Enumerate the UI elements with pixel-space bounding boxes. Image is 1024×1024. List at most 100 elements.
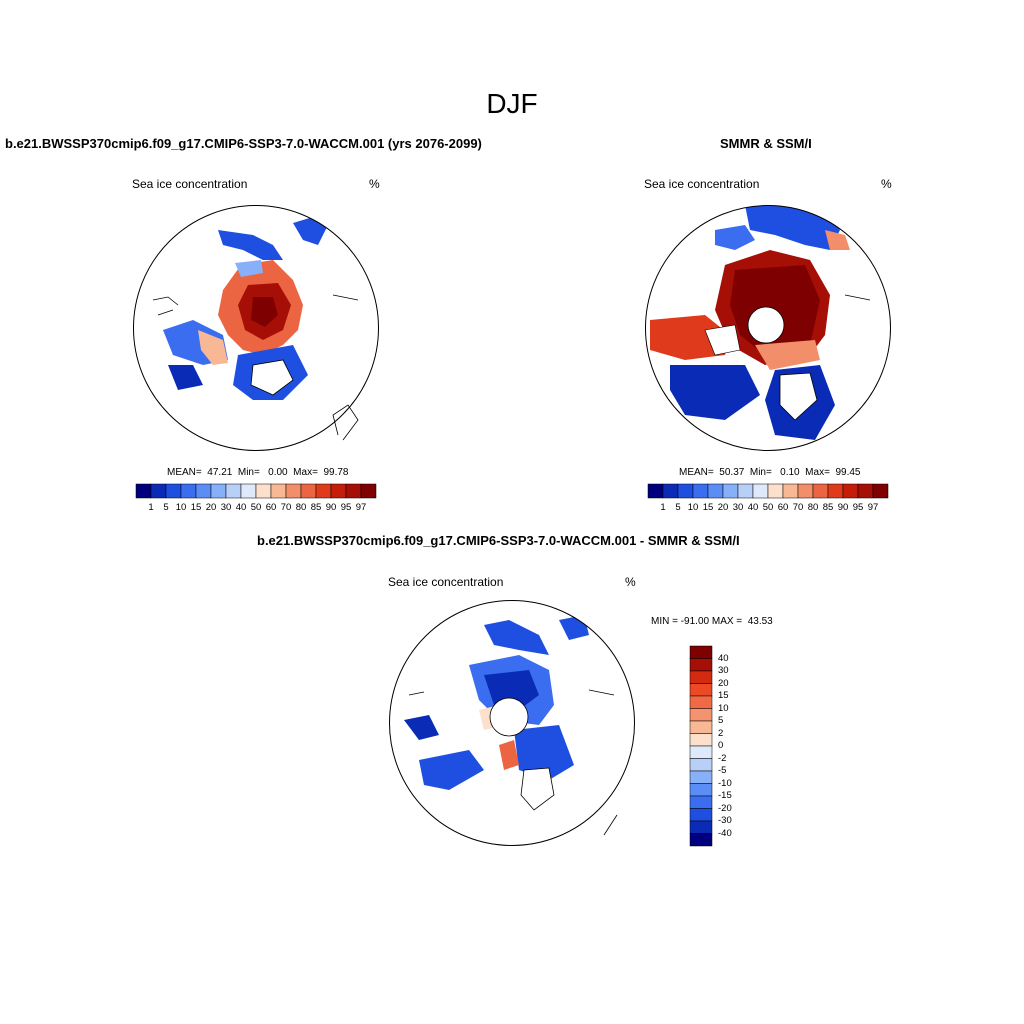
diff-colorbar-swatch [689, 645, 713, 659]
obs-colorbar-tick-label: 10 [687, 502, 699, 513]
obs-colorbar-tick-label: 97 [867, 502, 879, 513]
model-colorbar-tick-label: 1 [148, 502, 154, 513]
model-ice-atlantic [218, 230, 283, 260]
diff-colorbar-tick-label: 40 [718, 652, 729, 664]
obs-colorbar-swatch [737, 483, 754, 499]
diff-colorbar-tick-label: -20 [718, 802, 732, 814]
obs-colorbar-tick-label: 50 [762, 502, 774, 513]
obs-colorbar-swatch [647, 483, 664, 499]
obs-colorbar-tick-label: 20 [717, 502, 729, 513]
diff-colorbar-swatch [689, 670, 713, 684]
model-colorbar-swatch [180, 483, 197, 499]
obs-polar-map [645, 205, 891, 451]
obs-colorbar-tick-label: 95 [852, 502, 864, 513]
model-colorbar-swatch [270, 483, 287, 499]
diff-colorbar-tick-label: -15 [718, 790, 732, 801]
diff-colorbar-swatch [689, 683, 713, 697]
model-colorbar-tick-label: 95 [340, 502, 352, 513]
diff-colorbar-swatch [689, 708, 713, 722]
obs-colorbar-swatch [842, 483, 859, 499]
obs-colorbar-swatch [812, 483, 829, 499]
diff-colorbar-swatch [689, 820, 713, 834]
diff-units-label: % [625, 575, 636, 589]
obs-colorbar-tick-label: 30 [732, 502, 744, 513]
model-colorbar-tick-label: 85 [310, 502, 322, 513]
obs-colorbar-swatch [707, 483, 724, 499]
diff-colorbar-tick-label: 5 [718, 715, 724, 726]
model-colorbar-tick-label: 20 [205, 502, 217, 513]
obs-units-label: % [881, 177, 892, 191]
model-colorbar-swatch [255, 483, 272, 499]
obs-colorbar-tick-label: 60 [777, 502, 789, 513]
obs-colorbar-swatch [722, 483, 739, 499]
diff-colorbar-tick-label: 30 [718, 665, 729, 676]
model-colorbar-swatch [150, 483, 167, 499]
obs-colorbar-swatch [662, 483, 679, 499]
model-units-label: % [369, 177, 380, 191]
obs-colorbar-swatch [692, 483, 709, 499]
obs-colorbar-swatch [827, 483, 844, 499]
diff-colorbar-swatch [689, 720, 713, 734]
diff-colorbar-swatch [689, 745, 713, 759]
model-colorbar-tick-label: 80 [295, 502, 307, 513]
obs-colorbar-ticks: 1 5 10 15 20 30 40 50 60 70 80 85 90 95 97 [648, 502, 888, 514]
diff-colorbar-swatch [689, 770, 713, 784]
model-polar-map [133, 205, 379, 451]
model-colorbar-swatch [285, 483, 302, 499]
obs-colorbar-swatch [677, 483, 694, 499]
diff-panel-title: b.e21.BWSSP370cmip6.f09_g17.CMIP6-SSP3-7… [257, 533, 740, 548]
model-colorbar-swatch [210, 483, 227, 499]
diff-colorbar-ticks: 40 30 20 15 10 5 2 0 -2 -5 -10 -15 -20 -30 -40 [718, 646, 758, 846]
obs-colorbar-tick-label: 90 [837, 502, 849, 513]
obs-colorbar-swatch [782, 483, 799, 499]
diff-colorbar-swatch [689, 758, 713, 772]
obs-variable-label: Sea ice concentration [644, 177, 760, 191]
diff-colorbar-swatch [689, 808, 713, 822]
model-colorbar-swatch [240, 483, 257, 499]
diff-colorbar-tick-label: -2 [718, 752, 727, 764]
diff-colorbar-tick-label: -5 [718, 765, 727, 776]
diff-colorbar-tick-label: 2 [718, 727, 724, 739]
model-colorbar-ticks: 1 5 10 15 20 30 40 50 60 70 80 85 90 95 97 [136, 502, 376, 514]
model-colorbar-swatch [345, 483, 362, 499]
diff-polar-map [389, 600, 635, 846]
diff-colorbar-tick-label: 20 [718, 677, 729, 689]
obs-colorbar-tick-label: 40 [747, 502, 759, 513]
model-colorbar-swatch [135, 483, 152, 499]
model-colorbar-tick-label: 97 [355, 502, 367, 513]
diff-colorbar-swatch [689, 833, 713, 847]
diff-colorbar-tick-label: -40 [718, 827, 732, 839]
obs-colorbar-tick-label: 15 [702, 502, 714, 513]
model-colorbar-tick-label: 60 [265, 502, 277, 513]
obs-colorbar-tick-label: 70 [792, 502, 804, 513]
model-colorbar-tick-label: 10 [175, 502, 187, 513]
obs-panel-title: SMMR & SSM/I [720, 136, 812, 151]
obs-colorbar-swatch [767, 483, 784, 499]
diff-colorbar-tick-label: 10 [718, 702, 729, 714]
diff-variable-label: Sea ice concentration [388, 575, 504, 589]
diff-colorbar-tick-label: 0 [718, 740, 724, 751]
diff-colorbar-tick-label: 15 [718, 690, 729, 701]
model-colorbar-swatch [225, 483, 242, 499]
model-colorbar-swatch [330, 483, 347, 499]
model-colorbar-tick-label: 30 [220, 502, 232, 513]
model-colorbar-swatch [195, 483, 212, 499]
obs-colorbar-tick-label: 1 [660, 502, 666, 513]
figure-title: DJF [486, 88, 538, 119]
diff-colorbar-swatch [689, 695, 713, 709]
model-colorbar-tick-label: 40 [235, 502, 247, 513]
model-colorbar-swatch [300, 483, 317, 499]
model-colorbar-swatch [165, 483, 182, 499]
model-colorbar-tick-label: 70 [280, 502, 292, 513]
obs-stats: MEAN= 50.37 Min= 0.10 Max= 99.45 [679, 467, 861, 478]
obs-colorbar-tick-label: 5 [675, 502, 681, 513]
obs-colorbar-swatch [752, 483, 769, 499]
diff-colorbar-swatch [689, 795, 713, 809]
obs-colorbar-tick-label: 80 [807, 502, 819, 513]
model-colorbar-tick-label: 50 [250, 502, 262, 513]
obs-colorbar-swatch [872, 483, 889, 499]
model-colorbar-swatch [315, 483, 332, 499]
model-colorbar-tick-label: 15 [190, 502, 202, 513]
diff-colorbar-swatch [689, 733, 713, 747]
obs-colorbar-tick-label: 85 [822, 502, 834, 513]
